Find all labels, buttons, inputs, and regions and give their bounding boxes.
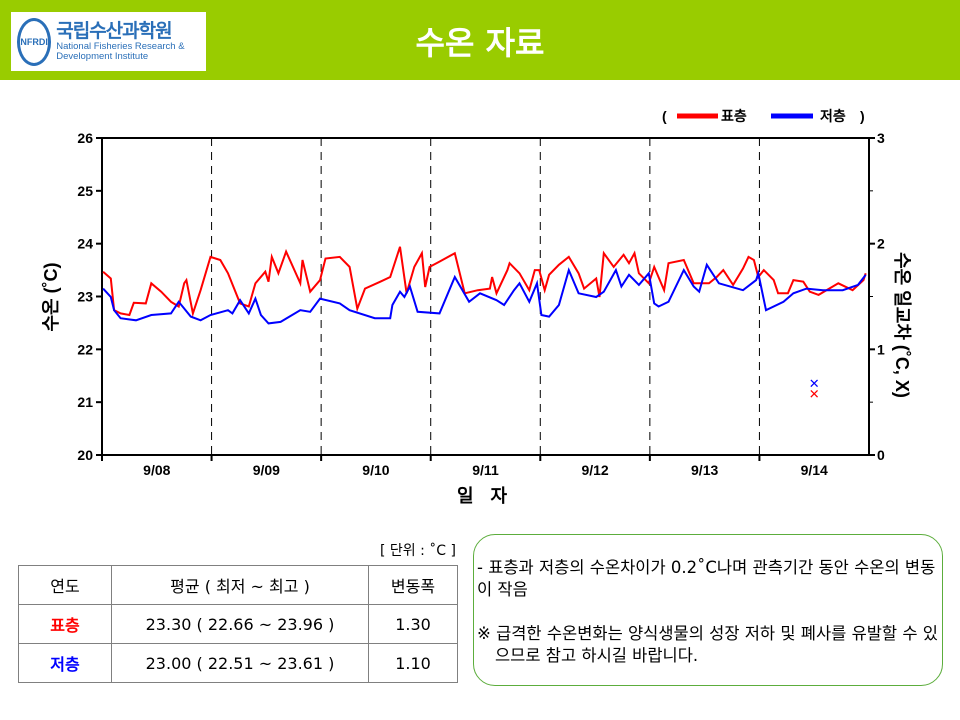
unit-label: [ 단위 : ˚C ] [380,543,456,559]
x-tick-label: 9/12 [581,462,608,478]
y-tick-label: 22 [77,341,93,357]
daily-range-marker-bottom: ✕ [809,377,820,392]
nfrdi-logo: NFRDI 국립수산과학원 National Fisheries Researc… [11,12,206,71]
y-tick-label: 23 [77,289,93,305]
daily-range-marker-surface: ✕ [809,388,820,403]
x-tick-label: 9/14 [801,462,828,478]
x-tick-label: 9/11 [472,462,499,478]
y2-axis-label: 수온 일교차 (˚C, X) [892,252,912,398]
logo-english-name: National Fisheries Research & Developmen… [56,40,185,62]
y-tick-label: 21 [77,394,93,410]
y-axis-label: 수온 (˚C) [41,262,61,331]
x-tick-label: 9/10 [362,462,389,478]
y-tick-label: 26 [77,130,93,146]
notes-box: - 표층과 저층의 수온차이가 0.2˚C나며 관측기간 동안 수온의 변동이 … [473,534,943,686]
series-line-surface [102,246,867,318]
table-header-row: 연도 평균 ( 최저 ~ 최고 ) 변동폭 [18,565,458,605]
note-1: - 표층과 저층의 수온차이가 0.2˚C나며 관측기간 동안 수온의 변동이 … [477,558,936,599]
table-row: 저층 23.00 ( 22.51 ~ 23.61 ) 1.10 [18,643,458,683]
y-tick-label: 25 [77,183,93,199]
table-row: 표층 23.30 ( 22.66 ~ 23.96 ) 1.30 [18,604,458,644]
legend-close-paren: ) [860,108,865,124]
header-range: 변동폭 [368,565,458,605]
x-tick-label: 9/13 [691,462,718,478]
row-range: 1.30 [368,604,458,644]
y-tick-label: 20 [77,447,93,463]
header-bar: NFRDI 국립수산과학원 National Fisheries Researc… [0,0,960,80]
stats-table: 연도 평균 ( 최저 ~ 최고 ) 변동폭 표층 23.30 ( 22.66 ~… [18,565,458,683]
x-axis-label: 일 자 [457,486,513,506]
row-stats: 23.30 ( 22.66 ~ 23.96 ) [111,604,369,644]
header-average: 평균 ( 최저 ~ 최고 ) [111,565,369,605]
legend-label-bottom: 저층 [820,108,846,124]
header-year: 연도 [18,565,112,605]
logo-seal-icon: NFRDI [17,17,52,66]
page-title: 수온 자료 [415,24,545,62]
row-label-surface: 표층 [18,604,112,644]
y2-tick-label: 3 [877,130,885,146]
y2-tick-label: 2 [877,236,885,252]
series-line-bottom [102,262,867,325]
logo-korean-name: 국립수산과학원 [56,20,172,42]
note-2: ※ 급격한 수온변화는 양식생물의 성장 저하 및 폐사를 유발할 수 있으므로… [477,624,938,665]
legend-label-surface: 표층 [721,108,747,124]
legend-open-paren: ( [662,108,667,124]
row-range: 1.10 [368,643,458,683]
y-tick-label: 24 [77,236,93,252]
row-label-bottom: 저층 [18,643,112,683]
row-stats: 23.00 ( 22.51 ~ 23.61 ) [111,643,369,683]
y2-tick-label: 0 [877,447,885,463]
x-tick-label: 9/08 [143,462,170,478]
y2-tick-label: 1 [877,341,885,357]
x-tick-label: 9/09 [253,462,280,478]
